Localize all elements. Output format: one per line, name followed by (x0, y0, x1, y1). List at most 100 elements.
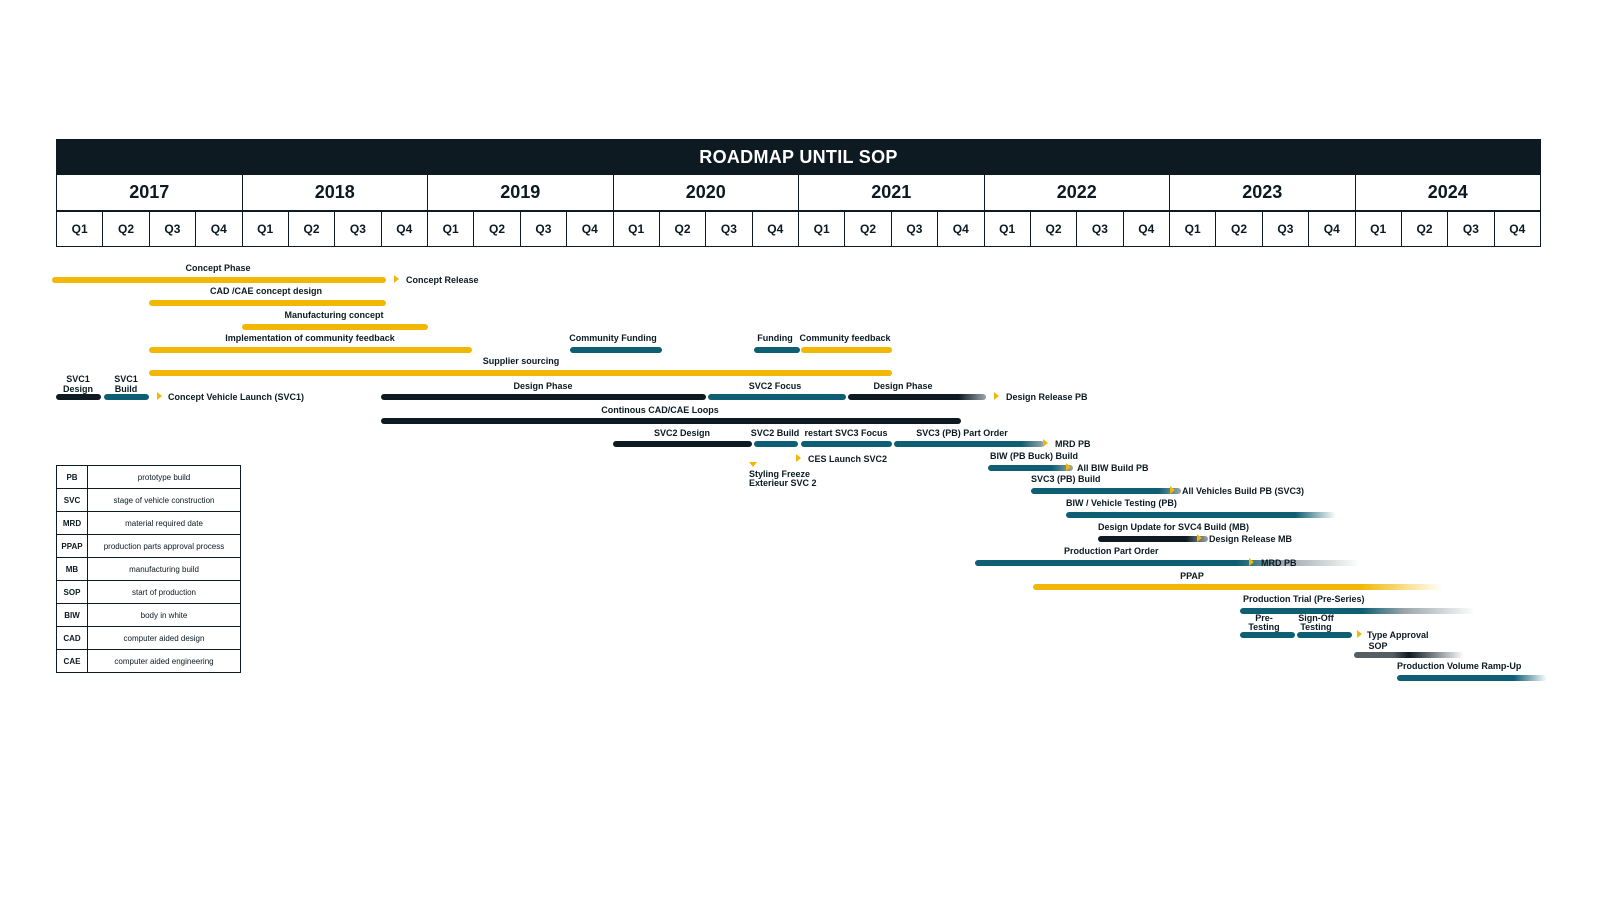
signoff-testing-bar (1297, 632, 1352, 638)
legend-description: stage of vehicle construction (87, 488, 241, 512)
legend-row: MRD material required date (56, 511, 241, 535)
quarter-cell: Q2 (844, 211, 892, 247)
restart-svc3-bar (801, 441, 892, 447)
legend-abbreviation: CAD (56, 626, 88, 650)
svc2-focus-label: SVC2 Focus (748, 381, 802, 391)
year-cell: 2020 (612, 175, 799, 211)
svc3-build-label: SVC3 (PB) Build (1031, 474, 1101, 484)
concept-phase-bar (52, 277, 386, 283)
design-phase-1-bar (381, 394, 706, 400)
quarter-cell: Q2 (1400, 211, 1449, 247)
design-update-svc4-bar (1098, 536, 1208, 542)
manufacturing-concept-label: Manufacturing concept (284, 310, 384, 320)
sop-bar (1354, 652, 1464, 658)
manufacturing-concept-bar (242, 324, 428, 330)
pre-testing-label: Pre- Testing (1248, 613, 1280, 632)
community-feedback-impl-label: Implementation of community feedback (225, 333, 395, 343)
type-approval-label: Type Approval (1367, 630, 1429, 640)
svc1-build-label: SVC1 Build (114, 374, 138, 394)
quarter-cell: Q4 (1493, 211, 1541, 247)
ces-launch-marker (796, 454, 801, 462)
ppap-label: PPAP (1180, 571, 1204, 581)
cad-cae-bar (149, 300, 386, 306)
quarter-cell: Q2 (473, 211, 521, 247)
funding-bar (754, 347, 800, 353)
legend-description: production parts approval process (87, 534, 241, 558)
concept-release-marker (394, 275, 399, 283)
svc1-build-bar (104, 394, 149, 400)
design-release-pb-label: Design Release PB (1006, 392, 1088, 402)
quarter-cell: Q1 (427, 211, 475, 247)
production-trial-bar (1240, 608, 1475, 614)
sop-label: SOP (1368, 641, 1388, 651)
all-vehicles-label: All Vehicles Build PB (SVC3) (1182, 486, 1305, 496)
community-funding-label: Community Funding (569, 333, 657, 343)
ces-launch-label: CES Launch SVC2 (808, 454, 888, 464)
quarter-cell: Q2 (658, 211, 707, 247)
svc2-design-label: SVC2 Design (653, 428, 711, 438)
legend-abbreviation: MRD (56, 511, 88, 535)
legend-abbreviation: PPAP (56, 534, 88, 558)
quarter-cell: Q1 (612, 211, 660, 247)
design-phase-2-bar (848, 394, 986, 400)
quarter-cell: Q4 (566, 211, 614, 247)
year-cell: 2022 (983, 175, 1170, 211)
svc3-build-bar (1031, 488, 1181, 494)
legend-description: body in white (87, 603, 241, 627)
legend-description: prototype build (87, 465, 241, 489)
year-cell: 2017 (56, 175, 243, 211)
quarter-cell: Q3 (705, 211, 753, 247)
funding-label: Funding (757, 333, 793, 343)
year-cell: 2024 (1354, 175, 1541, 211)
quarter-cell: Q1 (56, 211, 104, 247)
legend-row: BIW body in white (56, 603, 241, 627)
legend-abbreviation: BIW (56, 603, 88, 627)
quarter-cell: Q3 (1261, 211, 1310, 247)
year-cell: 2021 (798, 175, 985, 211)
legend-description: manufacturing build (87, 557, 241, 581)
production-trial-label: Production Trial (Pre-Series) (1243, 594, 1365, 604)
legend-abbreviation: MB (56, 557, 88, 581)
design-phase-2-label: Design Phase (873, 381, 933, 391)
concept-phase-label: Concept Phase (185, 263, 251, 273)
all-vehicles-marker (1170, 486, 1175, 494)
quarter-cell: Q4 (751, 211, 799, 247)
legend-description: computer aided design (87, 626, 241, 650)
svc2-build-bar (754, 441, 798, 447)
styling-freeze-label: Styling Freeze Exterieur SVC 2 (749, 469, 817, 488)
roadmap-title: ROADMAP UNTIL SOP (56, 139, 1541, 175)
community-feedback-bar (801, 347, 892, 353)
quarter-cell: Q2 (287, 211, 336, 247)
quarter-cell: Q4 (195, 211, 243, 247)
quarter-cell: Q1 (1169, 211, 1217, 247)
signoff-testing-label: Sign-Off Testing (1298, 613, 1334, 632)
styling-freeze-marker (749, 462, 757, 467)
community-feedback-impl-bar (149, 347, 472, 353)
legend-description: computer aided engineering (87, 649, 241, 673)
quarter-cell: Q2 (1029, 211, 1078, 247)
continous-loops-label: Continous CAD/CAE Loops (601, 405, 719, 415)
supplier-sourcing-label: Supplier sourcing (482, 356, 560, 366)
design-release-mb-marker (1197, 534, 1202, 542)
svc2-focus-bar (708, 394, 846, 400)
restart-svc3-label: restart SVC3 Focus (804, 428, 888, 438)
legend-row: PB prototype build (56, 465, 241, 489)
quarter-cell: Q3 (519, 211, 568, 247)
concept-vehicle-launch-marker (157, 392, 162, 400)
quarter-cell: Q1 (241, 211, 289, 247)
quarter-cell: Q3 (1076, 211, 1124, 247)
legend-row: PPAP production parts approval process (56, 534, 241, 558)
legend-row: MB manufacturing build (56, 557, 241, 581)
concept-vehicle-launch-label: Concept Vehicle Launch (SVC1) (168, 392, 305, 402)
mrd-pb-2-marker (1249, 558, 1254, 566)
quarter-cell: Q4 (380, 211, 428, 247)
community-feedback-label: Community feedback (799, 333, 891, 343)
biw-buck-label: BIW (PB Buck) Build (990, 451, 1078, 461)
legend-row: SVC stage of vehicle construction (56, 488, 241, 512)
year-header-row: 2017 2018 2019 2020 2021 2022 2023 2024 (56, 175, 1541, 211)
all-biw-marker (1066, 463, 1071, 471)
legend-abbreviation: PB (56, 465, 88, 489)
year-cell: 2023 (1169, 175, 1356, 211)
legend-row: SOP start of production (56, 580, 241, 604)
supplier-sourcing-bar (149, 370, 892, 376)
